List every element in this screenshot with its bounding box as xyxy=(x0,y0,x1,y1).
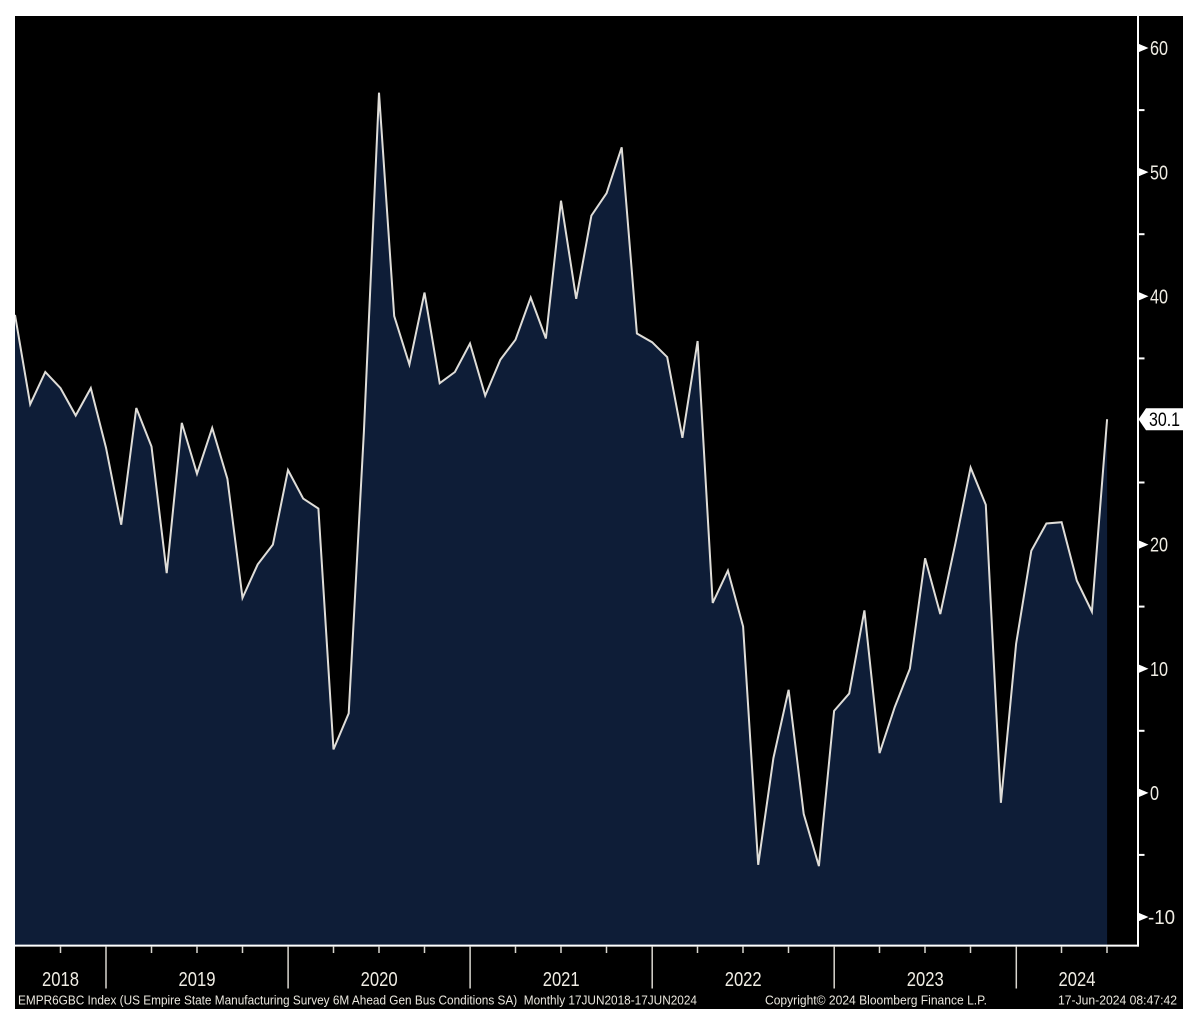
svg-text:17-Jun-2024 08:47:42: 17-Jun-2024 08:47:42 xyxy=(1058,992,1177,1007)
svg-text:2019: 2019 xyxy=(179,969,216,991)
svg-text:2020: 2020 xyxy=(361,969,398,991)
svg-text:Copyright© 2024 Bloomberg Fina: Copyright© 2024 Bloomberg Finance L.P. xyxy=(765,992,987,1007)
svg-text:20: 20 xyxy=(1150,535,1168,557)
svg-text:0: 0 xyxy=(1150,783,1159,805)
svg-text:50: 50 xyxy=(1150,162,1168,184)
svg-text:10: 10 xyxy=(1150,659,1168,681)
svg-text:-10: -10 xyxy=(1148,907,1175,929)
svg-text:60: 60 xyxy=(1150,38,1168,60)
svg-text:40: 40 xyxy=(1150,286,1168,308)
svg-text:2018: 2018 xyxy=(42,969,79,991)
svg-text:2024: 2024 xyxy=(1059,969,1096,991)
svg-text:30.1: 30.1 xyxy=(1149,410,1180,431)
svg-text:2022: 2022 xyxy=(725,969,762,991)
svg-text:2021: 2021 xyxy=(543,969,580,991)
svg-text:2023: 2023 xyxy=(907,969,944,991)
svg-text:EMPR6GBC Index (US Empire Stat: EMPR6GBC Index (US Empire State Manufact… xyxy=(18,992,697,1007)
